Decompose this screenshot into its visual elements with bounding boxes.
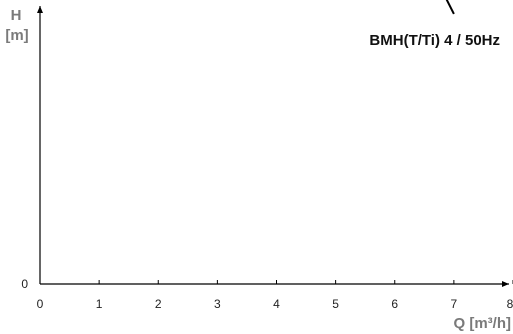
x-tick-label: 7 <box>451 297 458 311</box>
x-tick-label: 1 <box>96 297 103 311</box>
y-axis-unit: [m] <box>5 27 28 44</box>
x-axis-arrow <box>502 281 509 287</box>
curve-minus-20 <box>445 0 455 15</box>
x-tick-label: 2 <box>155 297 162 311</box>
x-tick-label: 5 <box>332 297 339 311</box>
x-tick-label: 8 <box>507 297 513 311</box>
x-tick-label: 3 <box>214 297 221 311</box>
chart-title: BMH(T/Ti) 4 / 50Hz <box>369 32 500 49</box>
x-tick-label: 4 <box>273 297 280 311</box>
y-axis-arrow <box>37 6 43 13</box>
x-tick-label: 6 <box>391 297 398 311</box>
x-axis-title: Q [m³/h] <box>454 315 512 332</box>
y-tick-label: 0 <box>21 277 28 291</box>
x-tick-label: 0 <box>37 297 44 311</box>
y-axis-title: H <box>11 7 22 24</box>
curves <box>445 0 455 15</box>
axes: 0123456780102030405060 <box>21 6 513 311</box>
